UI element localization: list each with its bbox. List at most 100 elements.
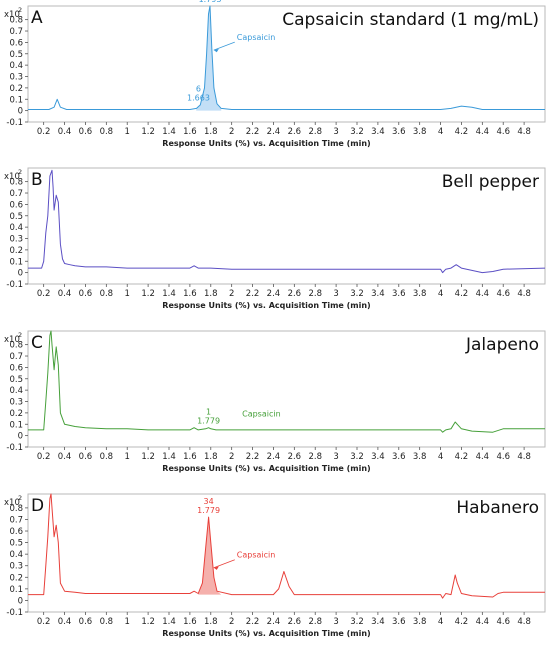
x-tick-label: 2.2 (246, 289, 260, 299)
x-tick-label: 0.6 (79, 127, 93, 137)
panel-b: -0.100.10.20.30.40.50.60.70.80.2 0.4 0.6 0.… (4, 167, 546, 310)
annotation-arrow (213, 41, 235, 51)
y-tick-label: -0.1 (6, 280, 23, 290)
x-tick-label: 3.2 (350, 127, 364, 137)
x-tick-label: 3.4 (371, 289, 385, 299)
y-tick-label: 0.4 (9, 550, 23, 560)
y-tick-label: 0.5 (9, 50, 23, 60)
x-tick-label: 4.4 (476, 452, 490, 462)
x-tick-label: 1 (125, 452, 130, 462)
x-tick-label: 4.2 (455, 452, 469, 462)
y-tick-label: -0.1 (6, 118, 23, 128)
x-tick-label: 1.6 (183, 617, 197, 627)
x-tick-label: 1.6 (183, 452, 197, 462)
x-tick-label: 4.8 (517, 452, 531, 462)
y-tick-label: 0.3 (9, 235, 23, 245)
y-multiplier: x10 (4, 335, 20, 345)
peak-label: 34 (203, 497, 213, 506)
y-tick-label: -0.1 (6, 443, 23, 453)
y-tick-label: 0.8 (9, 341, 23, 351)
x-tick-label: 1.6 (183, 289, 197, 299)
x-tick-label: 0.4 (58, 127, 72, 137)
y-tick-label: 0.3 (9, 398, 23, 408)
x-tick-label: 1.8 (204, 617, 218, 627)
y-tick-label: -0.1 (6, 608, 23, 618)
x-tick-label: 2.2 (246, 617, 260, 627)
panel-c: -0.100.10.20.30.40.50.60.70.80.2 0.4 0.6 0.… (4, 330, 546, 473)
x-tick-label: 0.8 (100, 452, 114, 462)
peak-label: 1 (206, 408, 211, 417)
y-tick-label: 0.1 (9, 420, 23, 430)
x-tick-label: 2.8 (308, 127, 322, 137)
x-tick-label: 3 (333, 617, 338, 627)
panel-title: Bell pepper (442, 172, 539, 192)
x-tick-label: 2 (229, 452, 234, 462)
x-tick-label: 0.6 (79, 289, 93, 299)
x-tick-label: 2.4 (267, 452, 281, 462)
x-tick-label: 3.4 (371, 617, 385, 627)
annotation-arrowhead (213, 48, 219, 53)
y-tick-label: 0.5 (9, 375, 23, 385)
x-tick-label: 1.4 (162, 617, 176, 627)
x-tick-label: 0.2 (37, 617, 51, 627)
x-tick-label: 1.4 (162, 452, 176, 462)
y-tick-label: 0.8 (9, 504, 23, 514)
y-tick-label: 0.6 (9, 527, 23, 537)
x-tick-label: 3 (333, 289, 338, 299)
x-tick-label: 0.2 (37, 127, 51, 137)
x-tick-label: 2 (229, 127, 234, 137)
x-tick-label: 0.4 (58, 617, 72, 627)
y-tick-label: 0 (18, 269, 23, 279)
x-tick-label: 1 (125, 289, 130, 299)
x-tick-label: 3.6 (392, 127, 406, 137)
y-tick-label: 0.3 (9, 562, 23, 572)
x-axis-label: Response Units (%) vs. Acquisition Time … (162, 464, 370, 473)
panel-title: Capsaicin standard (1 mg/mL) (282, 10, 539, 30)
x-tick-label: 3.4 (371, 452, 385, 462)
x-tick-label: 2.8 (308, 452, 322, 462)
x-tick-label: 0.6 (79, 452, 93, 462)
y-tick-label: 0.6 (9, 200, 23, 210)
x-tick-label: 4.2 (455, 127, 469, 137)
y-multiplier: x10 (4, 172, 20, 182)
plot-frame (27, 493, 546, 613)
x-tick-label: 2.8 (308, 289, 322, 299)
y-tick-label: 0 (18, 432, 23, 442)
x-tick-label: 4 (438, 289, 443, 299)
x-tick-label: 0.2 (37, 289, 51, 299)
x-tick-label: 0.4 (58, 289, 72, 299)
panel-letter: D (31, 496, 44, 516)
x-tick-label: 4.8 (517, 617, 531, 627)
x-tick-label: 2.2 (246, 127, 260, 137)
x-tick-label: 4.2 (455, 617, 469, 627)
x-tick-label: 4.6 (496, 452, 510, 462)
x-tick-label: 4.6 (496, 617, 510, 627)
x-tick-label: 3 (333, 452, 338, 462)
y-tick-label: 0.1 (9, 95, 23, 105)
y-tick-label: 0.2 (9, 84, 23, 94)
plot-frame (27, 330, 546, 448)
x-tick-label: 3.6 (392, 289, 406, 299)
x-tick-label: 0.8 (100, 617, 114, 627)
y-tick-label: 0.8 (9, 16, 23, 26)
x-tick-label: 3.4 (371, 127, 385, 137)
x-tick-label: 4.4 (476, 617, 490, 627)
x-tick-label: 3.6 (392, 617, 406, 627)
x-tick-label: 4.4 (476, 127, 490, 137)
x-tick-label: 3.8 (413, 617, 427, 627)
x-tick-label: 2.6 (288, 127, 302, 137)
peak-label: 1.779 (197, 417, 220, 426)
y-multiplier-exponent: 2 (18, 331, 22, 339)
peak-fill (196, 6, 222, 111)
y-tick-label: 0.4 (9, 61, 23, 71)
panel-a: -0.100.10.20.30.40.50.60.70.80.2 0.4 0.6 0.… (4, 0, 546, 148)
y-tick-label: 0 (18, 107, 23, 117)
y-tick-label: 0.5 (9, 212, 23, 222)
x-tick-label: 2.4 (267, 617, 281, 627)
x-axis-label: Response Units (%) vs. Acquisition Time … (162, 301, 370, 310)
x-tick-label: 4 (438, 452, 443, 462)
annotation-arrowhead (213, 566, 219, 570)
x-tick-label: 2.6 (288, 289, 302, 299)
series-line (28, 5, 545, 110)
